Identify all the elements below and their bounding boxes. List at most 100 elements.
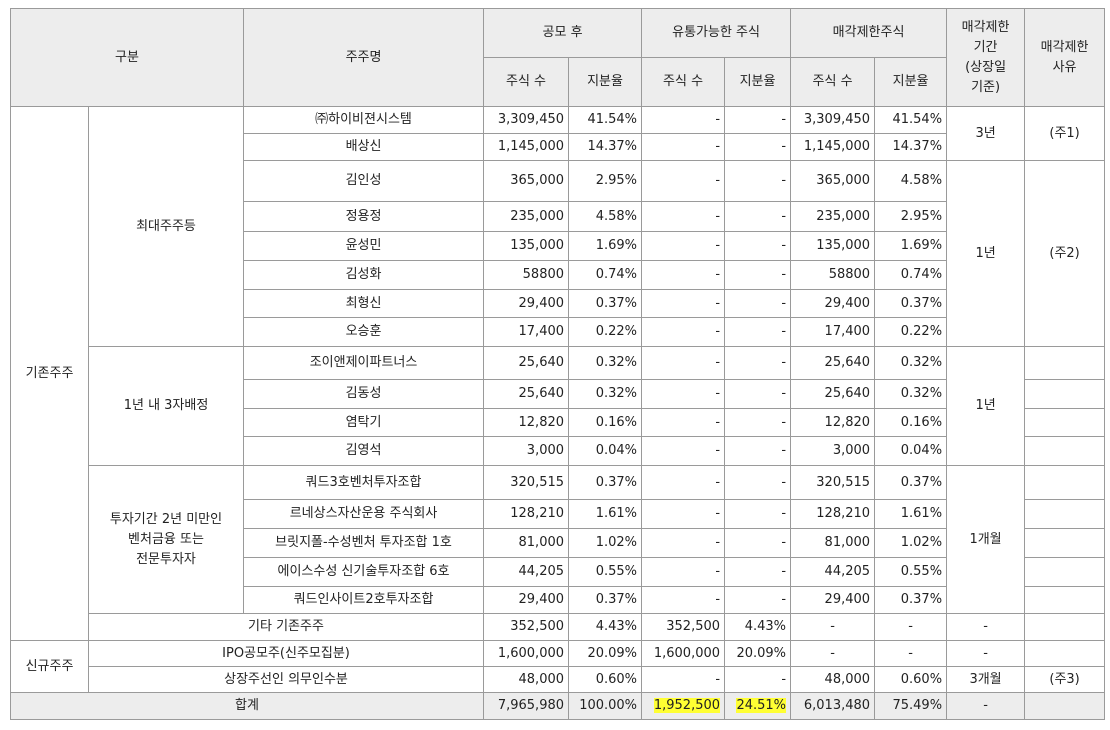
value-cell: 25,640 xyxy=(790,346,876,380)
header-cell: 지분율 xyxy=(568,57,643,107)
table-row: 르네상스자산운용 주식회사 128,210 1.61% - -128,210 1.61% xyxy=(11,499,1106,529)
value-cell: - xyxy=(641,231,726,261)
value-cell: - xyxy=(724,528,792,558)
value-cell: 41.54% xyxy=(568,106,643,134)
holder-name: 쿼드인사이트2호투자조합 xyxy=(243,586,485,614)
value-cell: 4.43% xyxy=(724,613,792,641)
table-row: 에이스수성 신기술투자조합 6호 44,205 0.55% - -44,205 0.55% xyxy=(11,557,1106,587)
value-cell: 0.37% xyxy=(568,465,643,500)
value-cell: - xyxy=(724,557,792,587)
lockup-period: 1개월 xyxy=(946,465,1026,614)
value-cell: - xyxy=(790,613,876,641)
value-cell: - xyxy=(724,379,792,409)
value-cell: 41.54% xyxy=(874,106,948,134)
holder-name: 김성화 xyxy=(243,260,485,290)
empty-cell xyxy=(1024,436,1106,466)
value-cell: - xyxy=(724,231,792,261)
value-cell: 12,820 xyxy=(483,408,570,437)
value-cell: 1.02% xyxy=(874,528,948,558)
holder-name: 상장주선인 의무인수분 xyxy=(87,666,485,693)
value-cell: 235,000 xyxy=(790,201,876,232)
table-row: 브릿지폴-수성벤처 투자조합 1호 81,000 1.02% - -81,000 1.02… xyxy=(11,528,1106,558)
holder-name: 염탁기 xyxy=(243,408,485,437)
table-row: 신규주주 IPO공모주(신주모집분) 1,600,000 20.09% 1,600,00… xyxy=(10,640,1106,693)
header-cell: 주식 수 xyxy=(483,57,570,107)
lockup-period: - xyxy=(946,613,1026,641)
value-cell: - xyxy=(641,499,726,529)
empty-cell xyxy=(1024,465,1106,500)
value-cell: 1.02% xyxy=(568,528,643,558)
table-row: 오승훈 17,400 0.22% - -17,400 0.22% xyxy=(11,317,1105,347)
lockup-period: - xyxy=(946,640,1026,667)
table-row: 투자기간 2년 미만인 벤처금융 또는 전문투자자 쿼드3호벤처투자조합 320,5… xyxy=(11,465,1106,614)
value-cell: - xyxy=(641,106,726,134)
value-cell: 2.95% xyxy=(874,201,948,232)
value-cell: 4.58% xyxy=(568,201,643,232)
section-label: 기존주주 xyxy=(10,106,89,641)
value-cell: 0.04% xyxy=(568,436,643,466)
value-cell: - xyxy=(724,133,792,161)
value-cell: - xyxy=(724,408,792,437)
value-cell: - xyxy=(641,586,726,614)
header-cell: 구분 xyxy=(9,8,245,107)
value-cell: 4.58% xyxy=(874,160,948,202)
value-cell: 0.55% xyxy=(568,557,643,587)
holder-name: IPO공모주(신주모집분) xyxy=(87,640,485,667)
section-label: 신규주주 xyxy=(10,640,89,693)
empty-cell xyxy=(1024,613,1106,641)
lockup-reason: (주1) xyxy=(1024,106,1106,161)
header-cell: 매각제한 사유 xyxy=(1024,8,1106,107)
value-cell: - xyxy=(790,640,876,667)
group-label: 투자기간 2년 미만인 벤처금융 또는 전문투자자 xyxy=(87,465,245,614)
value-cell: - xyxy=(724,346,792,380)
value-cell: 24.51% xyxy=(724,692,792,720)
value-cell: 0.74% xyxy=(568,260,643,290)
empty-cell xyxy=(1024,557,1106,587)
holder-name: 김영석 xyxy=(243,436,485,466)
holder-name: 김동성 xyxy=(243,379,485,409)
value-cell: 14.37% xyxy=(874,133,948,161)
holder-name: 배상신 xyxy=(243,133,485,161)
table-row: 최형신 29,400 0.37% - -29,400 0.37% xyxy=(11,289,1105,318)
value-cell: 1,145,000 xyxy=(790,133,876,161)
value-cell: - xyxy=(724,666,792,693)
highlighted-value: 1,952,500 xyxy=(653,698,721,713)
value-cell: 44,205 xyxy=(483,557,570,587)
header-cell: 매각제한 기간 (상장일 기준) xyxy=(946,8,1026,107)
value-cell: 17,400 xyxy=(483,317,570,347)
value-cell: 100.00% xyxy=(568,692,643,720)
total-label: 합계 xyxy=(9,692,485,720)
total-row: 합계 7,965,980 100.00% 1,952,500 24.51% 6,013,4… xyxy=(9,692,1106,720)
value-cell: 81,000 xyxy=(790,528,876,558)
value-cell: 0.16% xyxy=(568,408,643,437)
value-cell: - xyxy=(724,160,792,202)
holder-name: 르네상스자산운용 주식회사 xyxy=(243,499,485,529)
value-cell: 29,400 xyxy=(483,586,570,614)
value-cell: 1,600,000 xyxy=(641,640,726,667)
value-cell: 128,210 xyxy=(790,499,876,529)
value-cell: 25,640 xyxy=(483,379,570,409)
value-cell: 20.09% xyxy=(568,640,643,667)
value-cell: - xyxy=(641,201,726,232)
value-cell: 128,210 xyxy=(483,499,570,529)
value-cell: 0.37% xyxy=(568,586,643,614)
value-cell: 25,640 xyxy=(790,379,876,409)
header-cell: 매각제한주식 xyxy=(790,8,948,58)
value-cell: 4.43% xyxy=(568,613,643,641)
lockup-period: 1년 xyxy=(946,160,1026,347)
highlighted-value: 24.51% xyxy=(736,698,787,713)
value-cell: - xyxy=(641,465,726,500)
value-cell: 352,500 xyxy=(641,613,726,641)
value-cell: - xyxy=(724,317,792,347)
value-cell: 135,000 xyxy=(483,231,570,261)
value-cell: 365,000 xyxy=(483,160,570,202)
value-cell: 1.61% xyxy=(568,499,643,529)
header-row: 주식 수 지분율 주식 수 지분율 주식 수 지분율 xyxy=(11,57,1105,107)
empty-cell xyxy=(1024,408,1106,437)
value-cell: 365,000 xyxy=(790,160,876,202)
value-cell: 3,309,450 xyxy=(790,106,876,134)
holder-name: 브릿지폴-수성벤처 투자조합 1호 xyxy=(243,528,485,558)
value-cell: 3,309,450 xyxy=(483,106,570,134)
value-cell: 352,500 xyxy=(483,613,570,641)
table-row: 쿼드인사이트2호투자조합 29,400 0.37% - -29,400 0.37% xyxy=(11,586,1106,614)
